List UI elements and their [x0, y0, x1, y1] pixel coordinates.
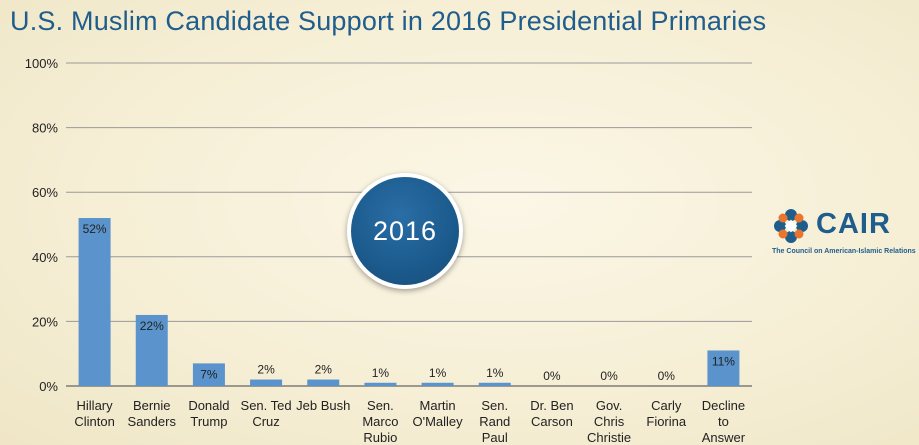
data-label: 1%	[486, 366, 504, 380]
bar	[78, 218, 111, 386]
data-label: 2%	[257, 363, 275, 377]
bar	[250, 379, 283, 386]
data-label: 22%	[140, 319, 164, 333]
year-badge-text: 2016	[351, 177, 459, 285]
cair-wordmark: CAIR	[816, 208, 891, 240]
x-tick-label: Decline to Answer	[702, 398, 746, 445]
y-tick-label: 100%	[25, 56, 59, 71]
x-tick-label: Hillary Clinton	[74, 398, 114, 429]
x-tick-label: Sen. Marco Rubio	[362, 398, 398, 445]
cair-tagline: The Council on American-Islamic Relation…	[772, 248, 916, 255]
x-tick-label: Gov. Chris Christie	[587, 398, 631, 445]
y-tick-label: 60%	[32, 185, 58, 200]
data-label: 52%	[83, 222, 107, 236]
chart-title: U.S. Muslim Candidate Support in 2016 Pr…	[10, 6, 767, 36]
y-tick-label: 20%	[32, 314, 58, 329]
x-tick-label: Jeb Bush	[296, 398, 350, 413]
bar	[707, 350, 740, 386]
x-tick-label: Sen. Ted Cruz	[241, 398, 292, 429]
bar	[307, 379, 340, 386]
data-label: 0%	[600, 369, 618, 383]
data-labels: 52% 22% 7% 2% 2% 1% 1% 1% 0% 0% 0% 11%	[83, 222, 736, 383]
y-tick-label: 0%	[39, 379, 58, 394]
y-tick-label: 80%	[32, 121, 58, 136]
data-label: 1%	[429, 366, 447, 380]
bars	[78, 218, 740, 386]
bar	[364, 382, 397, 386]
data-label: 0%	[658, 369, 676, 383]
cair-logo: CAIR The Council on American-Islamic Rel…	[770, 205, 916, 265]
bar	[135, 314, 168, 386]
cair-emblem-icon	[774, 209, 808, 243]
data-label: 2%	[315, 363, 333, 377]
x-tick-label: Sen. Rand Paul	[479, 398, 510, 445]
year-badge: 2016	[347, 173, 463, 289]
data-label: 7%	[200, 367, 218, 381]
x-tick-label: Bernie Sanders	[128, 398, 177, 429]
x-tick-label: Donald Trump	[188, 398, 229, 429]
x-tick-label: Dr. Ben Carson	[530, 398, 573, 429]
bar	[421, 382, 454, 386]
bar	[192, 363, 225, 386]
y-tick-label: 40%	[32, 250, 58, 265]
x-tick-label: Martin O'Malley	[412, 398, 463, 429]
x-tick-label: Carly Fiorina	[646, 398, 687, 429]
x-axis-ticks: Hillary Clinton Bernie Sanders Donald Trump Se…	[74, 398, 745, 445]
bar	[478, 382, 511, 386]
y-axis-ticks: 0% 20% 40% 60% 80% 100%	[25, 56, 59, 394]
data-label: 11%	[712, 354, 735, 368]
data-label: 1%	[372, 366, 390, 380]
data-label: 0%	[543, 369, 561, 383]
